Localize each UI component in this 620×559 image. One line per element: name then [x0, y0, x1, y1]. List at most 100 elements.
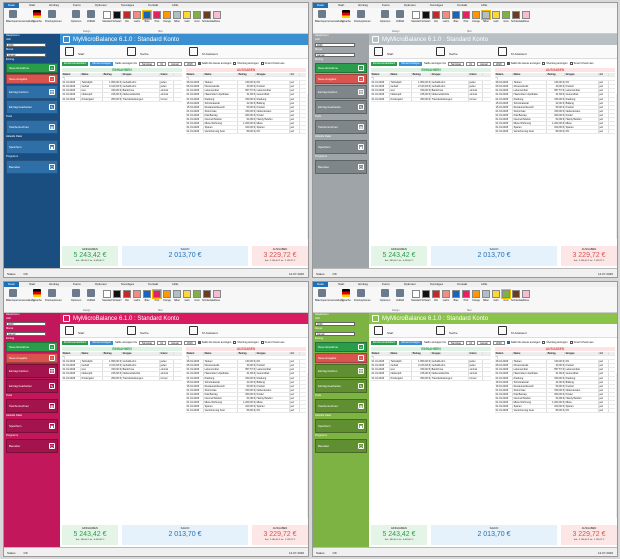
table-row[interactable]: 15.01.2026 Restaurantbesuch 50,00 € Freizei…	[186, 105, 306, 110]
swatch-schokolade[interactable]: Schokolade	[202, 289, 215, 309]
table-row[interactable]: 01.01.2026 Nebenjob 215,00 € Nebeneinkünfte…	[371, 93, 491, 98]
table-row[interactable]: 01.01.2026 Gehalt 2.123,93 € Gehalt/Lohn jed…	[371, 85, 491, 90]
nav-ki-assistent[interactable]: KI Assistent	[495, 325, 535, 337]
table-row[interactable]: 01.01.2026 Lebensmittel 657,57 € Lebensmitt…	[186, 368, 306, 373]
month-field[interactable]: Januar	[168, 340, 182, 345]
checkbox[interactable]	[233, 61, 237, 65]
table-row[interactable]: 26.01.2026 Tanken 130,00 € Kfz jed	[495, 81, 615, 86]
swatch-rosa[interactable]: Rosa	[213, 289, 222, 309]
year-field[interactable]: 2026	[183, 340, 196, 345]
table-row[interactable]: 01.01.2026 Lebensmittel 657,57 € Lebensmitt…	[495, 368, 615, 373]
delete-entry-button[interactable]: Eintrag löschen 🗑	[6, 85, 58, 99]
swatch-schwarz[interactable]: Schwarz	[112, 10, 122, 30]
year-select[interactable]: 2026	[6, 43, 46, 47]
table-row[interactable]: 01.01.2026 test 150,00 € Bankzinse einmal	[371, 368, 491, 373]
scrollbar[interactable]	[616, 373, 617, 518]
menu-konto[interactable]: Konto	[72, 3, 81, 7]
column-header[interactable]: Betrag	[103, 352, 122, 356]
column-header[interactable]: Betrag	[238, 352, 256, 356]
nav-suche[interactable]: Suche	[124, 325, 164, 337]
menu-sonstiges[interactable]: Sonstiges	[429, 282, 444, 286]
edit-entry-button[interactable]: Eintrag bearbeiten ✎	[6, 379, 58, 393]
table-row[interactable]: 01.01.2026 Internet/Telefon 64,99 € Handy/T…	[186, 397, 306, 402]
checkbox[interactable]	[506, 340, 510, 344]
delete-entry-button[interactable]: Eintrag löschen 🗑	[6, 364, 58, 378]
menu-kontakt[interactable]: Kontakt	[457, 3, 468, 7]
nav-ki-assistent[interactable]: KI Assistent	[495, 46, 535, 58]
table-row[interactable]: 01.01.2026 Kita Beitrag 260,00 € Kinder jed	[186, 392, 306, 398]
printer-button[interactable]: Bilanzsperrenverwaltung	[6, 10, 34, 30]
gear-button[interactable]: Optionen	[69, 10, 83, 30]
nav-ki-assistent[interactable]: KI Assistent	[186, 325, 226, 337]
scrollbar[interactable]	[616, 94, 617, 239]
exit-button[interactable]: Beenden ⏻	[6, 160, 58, 174]
checkbox[interactable]	[260, 61, 264, 65]
menu-eintrag[interactable]: Eintrag	[358, 282, 368, 286]
swatch-orange[interactable]: Orange	[163, 289, 172, 309]
table-row[interactable]: 15.01.2026 Restaurantbesuch 50,00 € Freizei…	[495, 384, 615, 389]
month-balance-button[interactable]: Einzelmonatsbilanz	[371, 61, 398, 66]
table-row[interactable]: 26.01.2026 Tanken 130,00 € Kfz jed	[186, 81, 306, 86]
table-row[interactable]: 15.01.2026 Schulmaterial 22,00 € Bildung jed	[186, 380, 306, 385]
scrollbar[interactable]	[307, 373, 308, 518]
new-income-button[interactable]: Neue Einnahme +	[315, 342, 367, 352]
exit-button[interactable]: Beenden ⏻	[6, 439, 58, 453]
table-row[interactable]: 01.01.2026 Gehalt 2.123,93 € Gehalt/Lohn jed…	[371, 364, 491, 369]
table-row[interactable]: 15.01.2026 Schulmaterial 22,00 € Bildung jed	[495, 101, 615, 106]
swatch-lachs[interactable]: Lachs	[133, 10, 142, 30]
column-header[interactable]: Gruppe	[122, 73, 160, 77]
table-row[interactable]: 06.01.2026 Fitnessstudio 30,00 € Freizeit je…	[186, 364, 306, 369]
checkbox[interactable]	[197, 61, 201, 65]
year-field[interactable]: 2026	[492, 340, 505, 345]
menu-hilfe[interactable]: Hilfe	[481, 3, 488, 7]
swatch-blau[interactable]: Blau	[452, 10, 461, 30]
menu-hilfe[interactable]: Hilfe	[172, 3, 179, 7]
column-header[interactable]: Gruppe	[256, 352, 290, 356]
menu-start[interactable]: Start	[29, 3, 36, 7]
table-row[interactable]: 06.01.2026 Fitnessstudio 30,00 € Freizeit je…	[495, 364, 615, 369]
checkbox[interactable]	[197, 340, 201, 344]
swatch-silber[interactable]: Silber	[481, 10, 491, 30]
year-select[interactable]: 2026	[6, 322, 46, 326]
table-row[interactable]: 01.01.2026 Sparen 100,00 € Sparen jed	[495, 126, 615, 131]
fullscreen-button[interactable]: Vollbild	[393, 289, 407, 309]
column-header[interactable]: Name	[204, 73, 238, 77]
fullscreen-button[interactable]: Vollbild	[393, 10, 407, 30]
flag-de-button[interactable]: Sprache	[339, 289, 353, 309]
column-header[interactable]: int	[290, 352, 300, 356]
scrollbar[interactable]	[307, 94, 308, 239]
printer-settings-button[interactable]: Druckoptionen	[354, 10, 371, 30]
menu-kontakt[interactable]: Kontakt	[148, 3, 159, 7]
menu-konto[interactable]: Konto	[381, 3, 390, 7]
table-row[interactable]: 01.01.2026 Kleidung 150,00 € Kleidung jed	[186, 97, 306, 102]
table-row[interactable]: 01.01.2026 Versicherung Auto 89,00 € Kfz jed	[186, 409, 306, 414]
table-row[interactable]: 01.01.2026 Internet/Telefon 64,99 € Handy/T…	[186, 118, 306, 123]
year-field[interactable]: 2026	[492, 61, 505, 66]
day-field[interactable]: 31	[466, 61, 476, 66]
swatch-blau[interactable]: Blau	[142, 10, 152, 30]
month-select[interactable]: Januar	[315, 53, 355, 57]
month-field[interactable]: Januar	[477, 61, 491, 66]
swatch-standard[interactable]: Standard	[411, 10, 421, 30]
menu-kontakt[interactable]: Kontakt	[457, 282, 468, 286]
table-row[interactable]: 01.01.2026 Miete Wohnung 1.200,00 € Miete je…	[186, 401, 306, 406]
table-row[interactable]: 15.01.2026 Schulmaterial 22,00 € Bildung jed	[495, 380, 615, 385]
menu-start[interactable]: Start	[338, 3, 345, 7]
flag-de-button[interactable]: Sprache	[339, 10, 353, 30]
column-header[interactable]: Datum	[371, 352, 390, 356]
table-row[interactable]: 01.01.2026 Hausmittel / Apotheke 31,69 € Ge…	[495, 93, 615, 98]
option-checkbox-3[interactable]: Smart Check aus	[260, 61, 285, 65]
menu-datei[interactable]: Datei	[313, 282, 329, 287]
nav-suche[interactable]: Suche	[433, 46, 473, 58]
day-field[interactable]: 31	[157, 61, 167, 66]
swatch-orange[interactable]: Orange	[472, 289, 481, 309]
checkbox[interactable]	[569, 61, 573, 65]
table-row[interactable]: 01.01.2026 Kindergeld 250,00 € Transferleis…	[62, 376, 182, 381]
table-row[interactable]: 01.01.2026 Miete Wohnung 1.200,00 € Miete je…	[495, 122, 615, 127]
menu-optionen[interactable]: Optionen	[403, 282, 416, 286]
show-month-button[interactable]: Monat Anzeigen	[90, 61, 113, 66]
table-row[interactable]: 01.01.2026 Strom/Gas 150,00 € Nebenkosten je…	[186, 388, 306, 393]
month-field[interactable]: Januar	[168, 61, 182, 66]
nav-start[interactable]: Start	[371, 325, 411, 337]
save-button[interactable]: Speichern ▣	[6, 419, 58, 433]
